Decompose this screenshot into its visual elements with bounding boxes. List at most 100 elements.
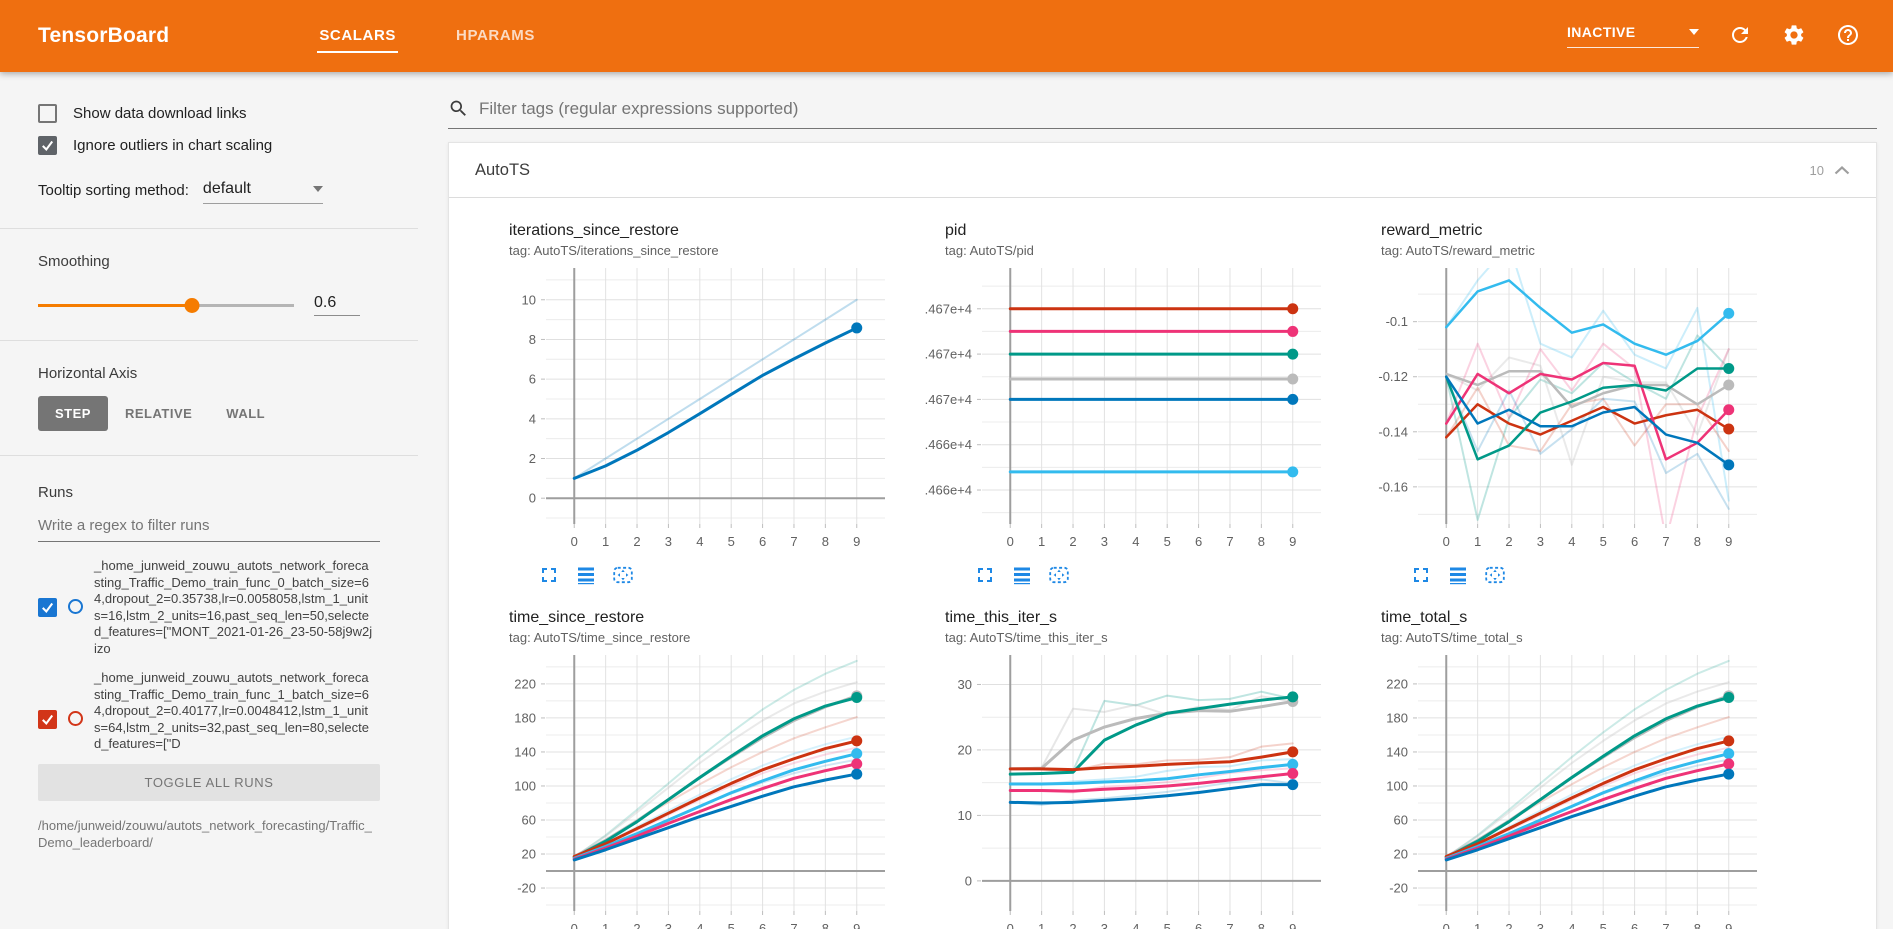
svg-text:-20: -20 bbox=[1389, 881, 1408, 896]
svg-text:3: 3 bbox=[1537, 921, 1544, 929]
axis-wall-button[interactable]: WALL bbox=[209, 396, 282, 431]
chart-panel: time_total_s tag: AutoTS/time_total_s -2… bbox=[1361, 609, 1773, 929]
data-table-button[interactable] bbox=[1446, 563, 1470, 587]
sidebar: Show data download links Ignore outliers… bbox=[0, 72, 418, 929]
svg-text:60: 60 bbox=[522, 812, 536, 827]
svg-text:4: 4 bbox=[1568, 921, 1575, 929]
run-item[interactable]: _home_junweid_zouwu_autots_network_forec… bbox=[38, 558, 380, 657]
svg-text:8: 8 bbox=[1258, 921, 1265, 929]
expand-chart-button[interactable] bbox=[1409, 563, 1433, 587]
run-name: _home_junweid_zouwu_autots_network_forec… bbox=[94, 670, 369, 751]
checkbox-unchecked-icon[interactable] bbox=[38, 104, 57, 123]
data-table-button[interactable] bbox=[1010, 563, 1034, 587]
svg-text:220: 220 bbox=[514, 676, 536, 691]
svg-text:140: 140 bbox=[514, 744, 536, 759]
settings-button[interactable] bbox=[1781, 23, 1807, 49]
svg-text:3: 3 bbox=[665, 534, 672, 549]
fullscreen-icon bbox=[542, 568, 556, 582]
chevron-down-icon bbox=[312, 186, 323, 192]
tooltip-sort-select[interactable]: default bbox=[202, 180, 323, 204]
smoothing-slider[interactable] bbox=[38, 297, 294, 313]
svg-text:2: 2 bbox=[633, 534, 640, 549]
divider bbox=[0, 455, 418, 456]
svg-text:7: 7 bbox=[1662, 534, 1669, 549]
run-checkbox-1[interactable] bbox=[38, 710, 57, 729]
svg-text:2: 2 bbox=[1069, 921, 1076, 929]
svg-text:20: 20 bbox=[522, 847, 536, 862]
fullscreen-icon bbox=[1414, 568, 1428, 582]
chart-plot[interactable]: 0 2 4 6 8 10 0 1 2 3 4 5 6 7 8 9 bbox=[489, 262, 901, 561]
svg-text:-0.1: -0.1 bbox=[1386, 314, 1408, 329]
expand-chart-button[interactable] bbox=[973, 563, 997, 587]
svg-text:1: 1 bbox=[1474, 534, 1481, 549]
svg-text:4: 4 bbox=[696, 921, 703, 929]
expand-chart-button[interactable] bbox=[537, 563, 561, 587]
chart-plot[interactable]: 2.467e+4 2.467e+4 2.467e+4 2.466e+4 2.466e+4… bbox=[917, 262, 1337, 561]
help-button[interactable] bbox=[1835, 23, 1861, 49]
run-radio-1[interactable] bbox=[68, 711, 83, 726]
card-header[interactable]: AutoTS 10 bbox=[449, 143, 1876, 198]
svg-text:0: 0 bbox=[1443, 921, 1450, 929]
svg-text:4: 4 bbox=[1132, 534, 1139, 549]
svg-text:4: 4 bbox=[1568, 534, 1575, 549]
fit-domain-button[interactable] bbox=[1483, 563, 1507, 587]
status-dropdown[interactable]: INACTIVE bbox=[1567, 24, 1699, 48]
run-checkbox-0[interactable] bbox=[38, 598, 57, 617]
axis-step-button[interactable]: STEP bbox=[38, 396, 108, 431]
chart-plot[interactable]: -20 20 60 100 140 180 220 0 1 2 3 4 5 6 7 8 9 bbox=[1361, 649, 1773, 929]
chart-plot[interactable]: -0.1 -0.12 -0.14 -0.16 0 1 2 3 4 5 6 7 8 9 bbox=[1361, 262, 1773, 561]
svg-text:1: 1 bbox=[602, 921, 609, 929]
svg-text:6: 6 bbox=[759, 921, 766, 929]
axis-relative-button[interactable]: RELATIVE bbox=[108, 396, 209, 431]
svg-text:4: 4 bbox=[1132, 921, 1139, 929]
chart-tag: tag: AutoTS/reward_metric bbox=[1381, 243, 1535, 258]
svg-text:4: 4 bbox=[696, 534, 703, 549]
svg-text:8: 8 bbox=[1694, 921, 1701, 929]
svg-text:30: 30 bbox=[958, 677, 972, 692]
slider-thumb[interactable] bbox=[184, 297, 200, 313]
svg-text:0: 0 bbox=[571, 921, 578, 929]
main-content: AutoTS 10 iterations_since_restore tag: … bbox=[418, 72, 1893, 929]
chart-plot[interactable]: -20 20 60 100 140 180 220 0 1 2 3 4 5 6 7 8 9 bbox=[489, 649, 901, 929]
tab-hparams[interactable]: HPARAMS bbox=[456, 27, 535, 44]
fit-domain-icon bbox=[1049, 566, 1069, 584]
refresh-button[interactable] bbox=[1727, 23, 1753, 49]
show-download-links-checkbox-row[interactable]: Show data download links bbox=[38, 104, 380, 123]
run-radio-0[interactable] bbox=[68, 599, 83, 614]
checkbox-label: Show data download links bbox=[73, 105, 247, 122]
chart-title: iterations_since_restore bbox=[509, 222, 679, 239]
runs-filter-input[interactable] bbox=[38, 517, 380, 542]
checkbox-checked-icon[interactable] bbox=[38, 136, 57, 155]
svg-text:9: 9 bbox=[853, 534, 860, 549]
svg-text:140: 140 bbox=[1386, 744, 1408, 759]
svg-text:1: 1 bbox=[1038, 534, 1045, 549]
toggle-all-runs-button[interactable]: TOGGLE ALL RUNS bbox=[38, 764, 380, 801]
divider bbox=[0, 228, 418, 229]
fit-domain-icon bbox=[613, 566, 633, 584]
svg-text:9: 9 bbox=[1725, 534, 1732, 549]
svg-text:0: 0 bbox=[1443, 534, 1450, 549]
data-table-icon bbox=[1014, 567, 1030, 585]
chart-panel: time_this_iter_s tag: AutoTS/time_this_i… bbox=[925, 609, 1337, 929]
svg-text:8: 8 bbox=[822, 534, 829, 549]
run-item[interactable]: _home_junweid_zouwu_autots_network_forec… bbox=[38, 670, 380, 753]
fit-domain-button[interactable] bbox=[611, 563, 635, 587]
chart-title: time_this_iter_s bbox=[945, 609, 1058, 626]
card-collapse-control[interactable]: 10 bbox=[1810, 163, 1850, 178]
app-title: TensorBoard bbox=[38, 24, 170, 47]
svg-text:0: 0 bbox=[529, 491, 536, 506]
data-table-button[interactable] bbox=[574, 563, 598, 587]
svg-text:7: 7 bbox=[1226, 534, 1233, 549]
ignore-outliers-checkbox-row[interactable]: Ignore outliers in chart scaling bbox=[38, 136, 380, 155]
chart-plot[interactable]: 0 10 20 30 0 1 2 3 4 5 6 7 8 9 bbox=[925, 649, 1337, 929]
svg-text:20: 20 bbox=[1394, 847, 1408, 862]
tab-scalars[interactable]: SCALARS bbox=[317, 19, 399, 53]
svg-text:0: 0 bbox=[571, 534, 578, 549]
smoothing-value-input[interactable] bbox=[314, 294, 360, 316]
svg-text:2.466e+4: 2.466e+4 bbox=[925, 437, 972, 452]
svg-text:60: 60 bbox=[1394, 812, 1408, 827]
tag-filter-input[interactable] bbox=[479, 98, 1877, 119]
card-title: AutoTS bbox=[475, 160, 531, 179]
fit-domain-button[interactable] bbox=[1047, 563, 1071, 587]
divider bbox=[0, 340, 418, 341]
